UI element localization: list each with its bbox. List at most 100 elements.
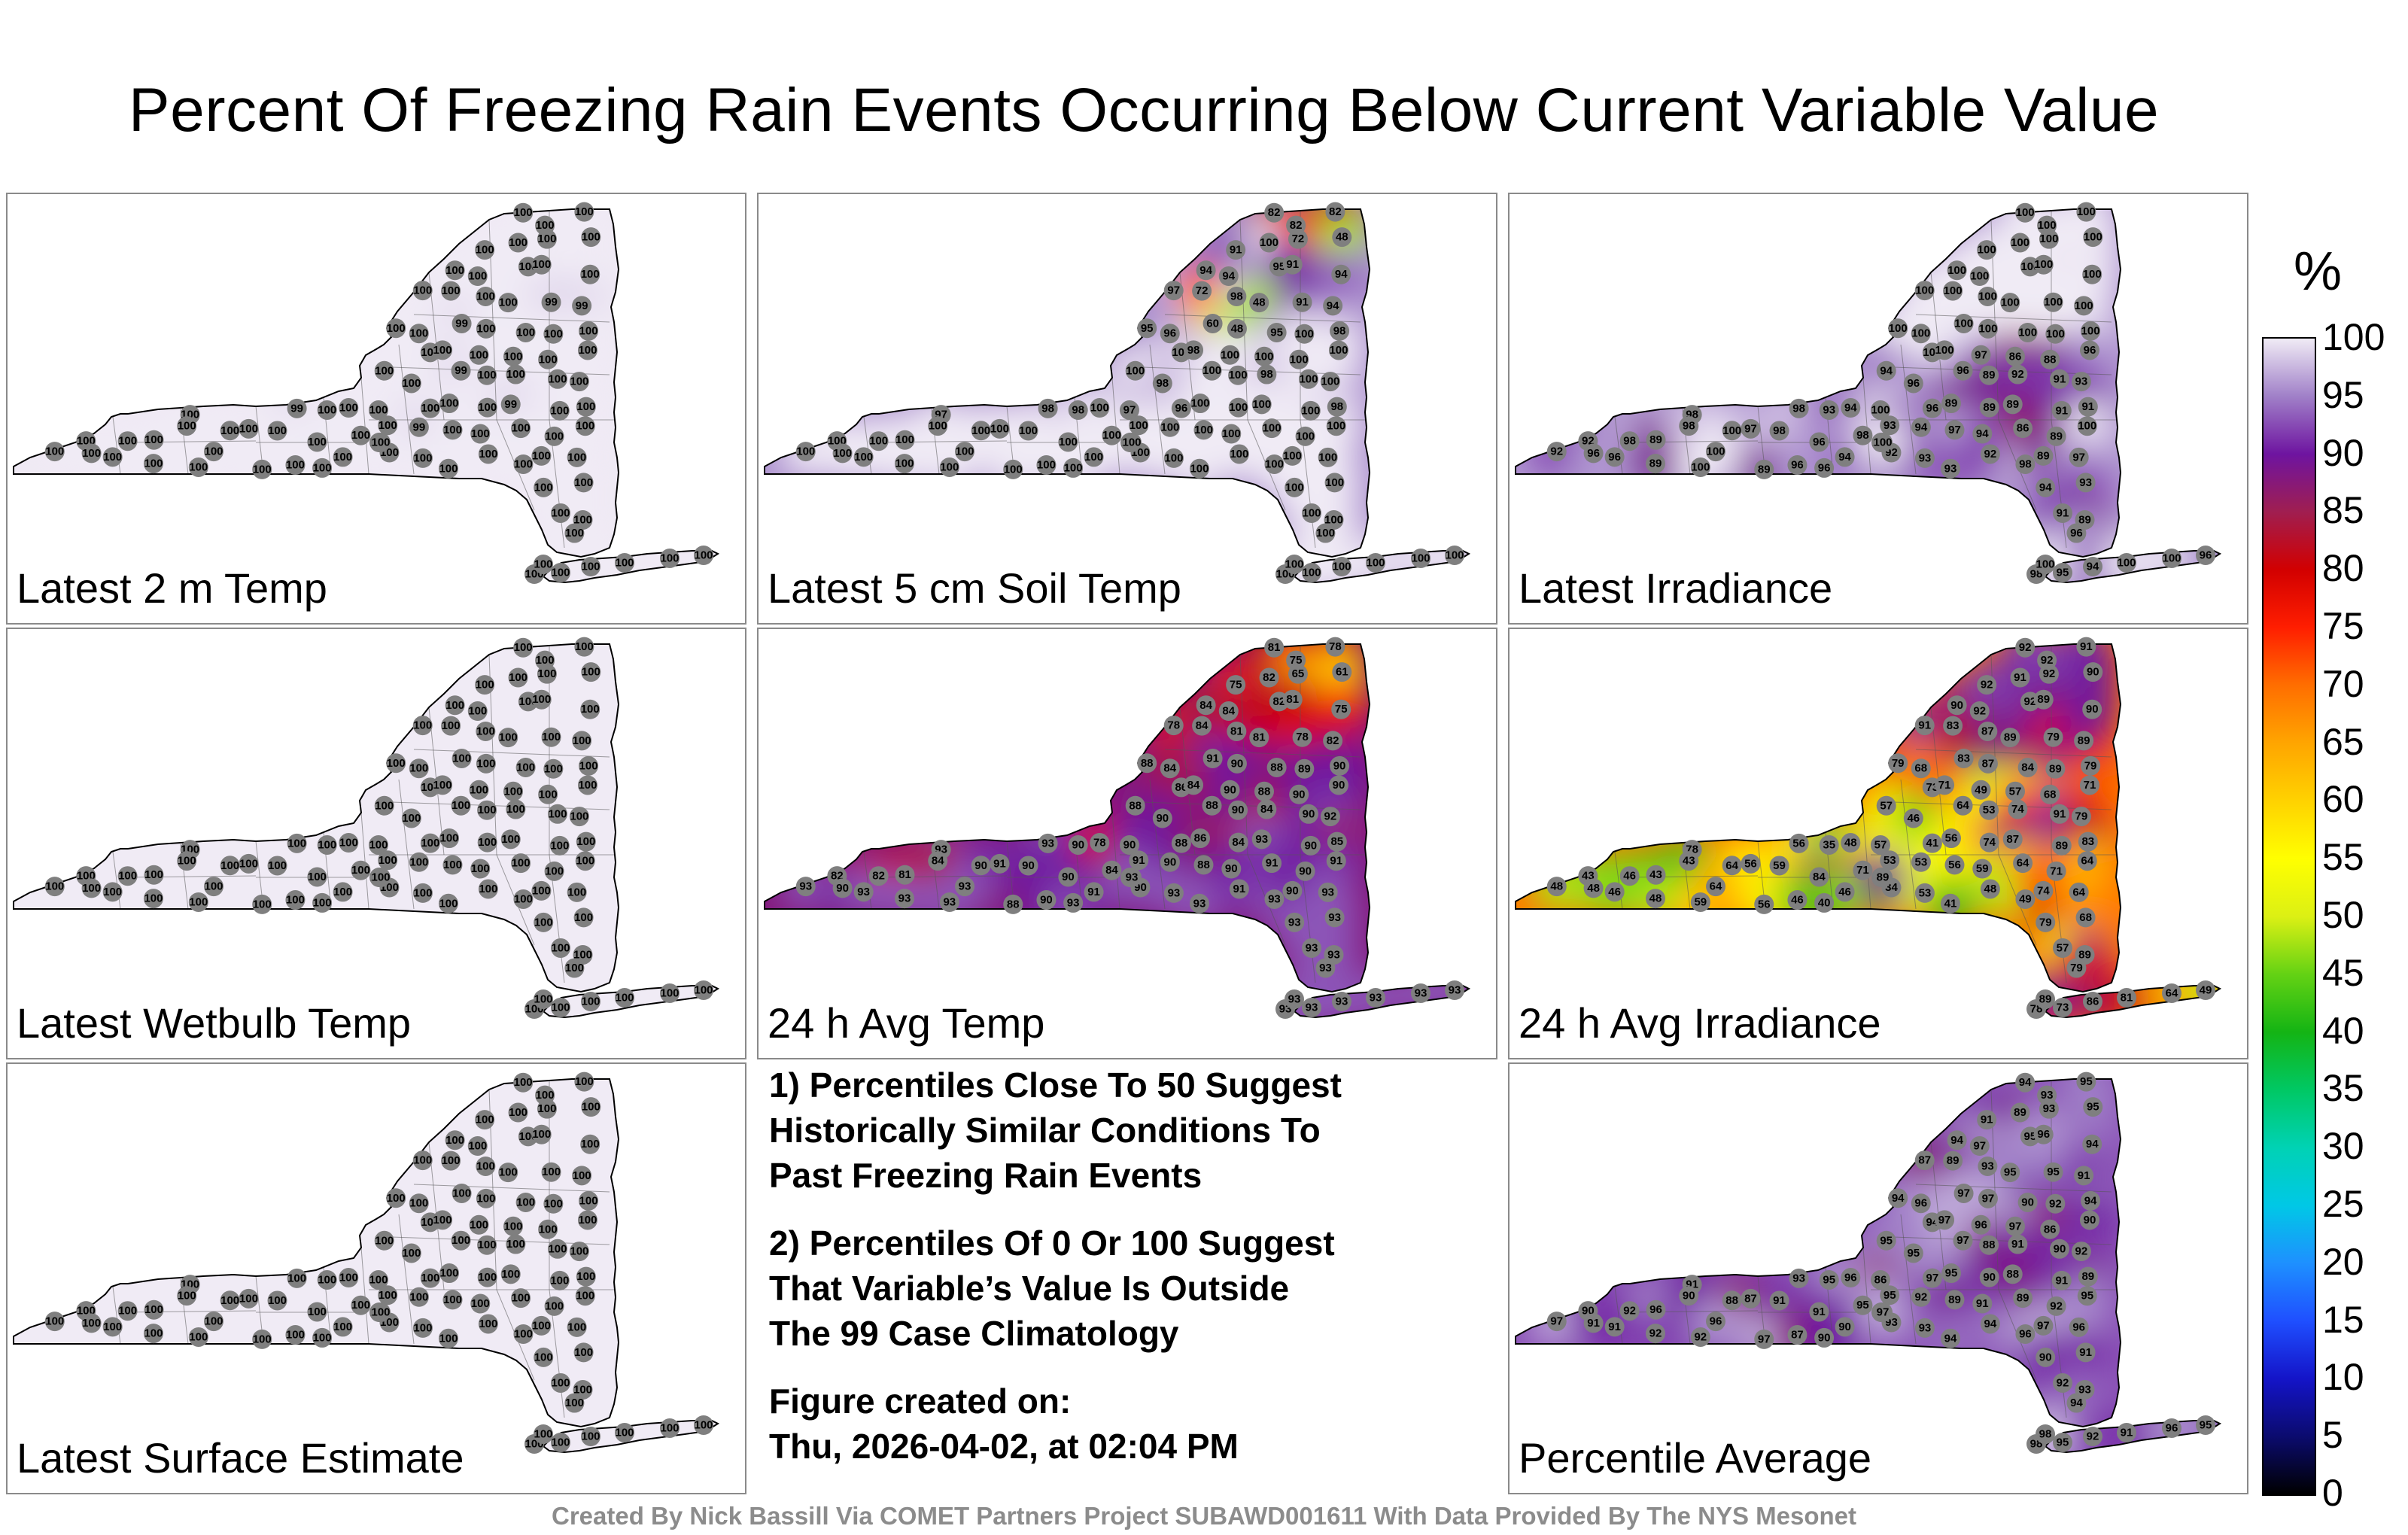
station-dot [2033, 254, 2054, 275]
station-dot [1125, 795, 1145, 816]
station-marker: 93 [1914, 1318, 1935, 1338]
station-marker: 100 [371, 433, 391, 452]
station-dot [2036, 555, 2055, 574]
station-value: 96 [2070, 527, 2083, 540]
station-marker: 100 [2077, 416, 2097, 436]
station-dot [547, 804, 567, 824]
county-border [1900, 1214, 1917, 1345]
station-marker: 96 [2033, 1124, 2054, 1144]
station-dot [44, 1312, 65, 1332]
station-marker: 71 [1853, 860, 1873, 880]
station-value: 89 [2039, 993, 2052, 1006]
station-marker: 100 [971, 421, 991, 441]
station-marker: 97 [1754, 1329, 1774, 1349]
station-value: 100 [2084, 231, 2102, 244]
station-value: 74 [1983, 836, 1996, 849]
station-dot [2036, 477, 2056, 497]
station-marker: 49 [1971, 780, 1991, 800]
station-value: 100 [451, 1234, 470, 1247]
station-value: 87 [1744, 1292, 1757, 1305]
station-marker: 100 [579, 1190, 599, 1211]
colorbar-tick-label: 95 [2322, 373, 2364, 416]
station-marker: 84 [1196, 695, 1216, 716]
station-dot [537, 229, 557, 249]
colorbar-tick-label: 85 [2322, 489, 2364, 532]
station-value: 71 [2050, 865, 2063, 877]
station-marker: 100 [317, 1269, 337, 1290]
station-value: 91 [1206, 752, 1219, 764]
station-marker: 92 [1320, 807, 1340, 827]
station-value: 91 [1233, 883, 1246, 895]
station-dot [853, 882, 874, 902]
station-marker: 91 [2049, 369, 2069, 389]
station-dot [1294, 758, 1315, 779]
station-value: 100 [567, 886, 586, 898]
station-dot [144, 865, 164, 885]
station-value: 100 [439, 897, 458, 910]
station-dot [1332, 992, 1351, 1011]
station-dot [1129, 850, 1149, 871]
station-marker: 88 [1125, 795, 1145, 816]
station-value: 82 [872, 870, 885, 883]
station-value: 100 [579, 324, 598, 337]
station-dot [1841, 1268, 1861, 1288]
station-value: 100 [570, 375, 588, 388]
station-value: 92 [1973, 705, 1986, 718]
station-dot [1282, 689, 1303, 710]
station-dot [445, 1130, 465, 1150]
station-dot [1315, 958, 1336, 978]
station-dot [1943, 1150, 1963, 1171]
station-dot [544, 861, 564, 881]
station-marker: 96 [1604, 447, 1625, 467]
station-dot [1876, 1230, 1896, 1251]
station-marker: 91 [2075, 1342, 2096, 1363]
station-value: 64 [2166, 987, 2178, 1000]
station-dot [1227, 721, 1247, 741]
station-value: 90 [2084, 1214, 2096, 1226]
station-value: 91 [2011, 1238, 2024, 1251]
station-dot [2049, 1239, 2069, 1259]
station-dot [252, 1329, 272, 1349]
station-dot [1690, 1327, 1710, 1347]
station-dot [1853, 1295, 1873, 1315]
station-dot [1814, 892, 1835, 913]
station-value: 100 [1190, 397, 1209, 410]
station-marker: 100 [409, 758, 429, 779]
station-marker: 94 [1980, 1314, 2000, 1334]
station-dot [2049, 369, 2069, 389]
station-dot [441, 281, 461, 301]
station-dot [506, 1234, 526, 1254]
station-value: 92 [2057, 1376, 2069, 1389]
station-dot [1645, 1324, 1665, 1344]
station-marker: 100 [1193, 420, 1214, 440]
station-value: 74 [2011, 803, 2024, 816]
station-value: 100 [581, 995, 600, 1008]
station-marker: 100 [476, 318, 496, 339]
station-value: 100 [1254, 350, 1273, 363]
station-value: 100 [581, 561, 600, 573]
station-value: 100 [409, 1197, 428, 1210]
station-value: 100 [1944, 284, 1963, 297]
station-marker: 89 [1941, 394, 1962, 414]
colorbar-tick-label: 80 [2322, 547, 2364, 590]
station-marker: 93 [1332, 992, 1351, 1011]
footer-credit: Created By Nick Bassill Via COMET Partne… [552, 1502, 1856, 1530]
station-value: 100 [552, 941, 570, 954]
station-marker: 100 [1289, 349, 1309, 369]
station-dot [351, 860, 371, 880]
station-value: 93 [1415, 987, 1427, 1000]
station-dot [117, 1301, 138, 1321]
station-dot [204, 1312, 224, 1332]
station-dot [2079, 340, 2099, 360]
station-marker: 90 [1814, 1327, 1835, 1348]
station-value: 84 [1196, 719, 1209, 732]
station-value: 89 [1948, 1293, 1961, 1306]
station-marker: 100 [795, 442, 816, 462]
station-marker: 90 [1221, 859, 1242, 879]
station-value: 100 [532, 1128, 551, 1141]
station-value: 91 [1918, 719, 1931, 732]
station-value: 93 [1327, 948, 1340, 961]
station-value: 90 [2086, 703, 2099, 716]
station-marker: 96 [2015, 1324, 2036, 1344]
